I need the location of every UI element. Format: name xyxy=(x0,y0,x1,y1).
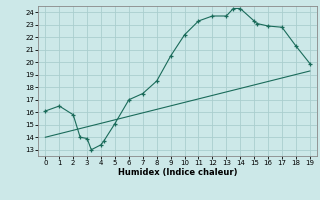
X-axis label: Humidex (Indice chaleur): Humidex (Indice chaleur) xyxy=(118,168,237,177)
